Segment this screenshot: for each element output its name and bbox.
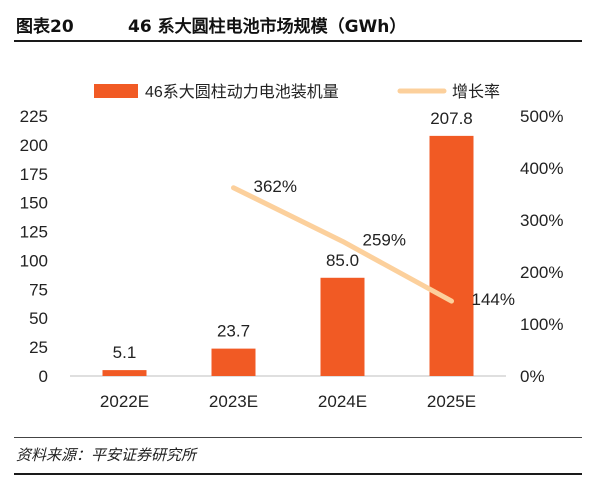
bar-data-label: 85.0: [326, 251, 359, 270]
left-axis-tick-label: 100: [20, 251, 48, 270]
combo-chart: 0 25 50 75 100 125 150 175 200 225 0% 100% 200% 300% 4…: [20, 83, 564, 411]
footer-divider: [14, 437, 582, 438]
footer-bottom-rule: [14, 473, 582, 475]
figure-header: 图表20 46 系大圆柱电池市场规模（GWh）: [14, 4, 582, 42]
bar: [429, 135, 474, 376]
x-axis-tick-label: 2025E: [427, 392, 476, 411]
growth-rate-data-label: 362%: [254, 177, 297, 196]
figure-label: 图表20: [16, 17, 74, 37]
bar-data-label: 207.8: [430, 109, 473, 128]
left-axis-tick-label: 225: [20, 107, 48, 126]
bar: [102, 370, 147, 376]
left-axis-tick-label: 175: [20, 165, 48, 184]
right-axis-tick-label: 100%: [520, 315, 563, 334]
figure-title: 46 系大圆柱电池市场规模（GWh）: [128, 17, 407, 37]
x-axis-tick-label: 2022E: [100, 392, 149, 411]
growth-rate-data-label: 259%: [363, 230, 406, 249]
left-axis-tick-label: 150: [20, 194, 48, 213]
legend-bar-label: 46系大圆柱动力电池装机量: [145, 83, 339, 101]
bar-data-label: 23.7: [217, 322, 250, 341]
left-axis-tick-label: 50: [29, 309, 48, 328]
source-note: 资料来源：平安证券研究所: [16, 446, 197, 464]
growth-rate-data-label: 144%: [472, 290, 515, 309]
growth-rate-line: [231, 185, 454, 304]
left-axis-tick-label: 125: [20, 223, 48, 242]
left-axis-tick-label: 200: [20, 136, 48, 155]
right-axis-tick-label: 0%: [520, 367, 545, 386]
legend-bar-swatch: [94, 84, 138, 98]
bar: [320, 277, 365, 376]
x-axis-tick-label: 2024E: [318, 392, 367, 411]
left-axis-tick-label: 0: [39, 367, 48, 386]
right-axis-tick-label: 400%: [520, 159, 563, 178]
right-axis-tick-label: 300%: [520, 211, 563, 230]
right-axis-tick-label: 200%: [520, 263, 563, 282]
legend-line-label: 增长率: [452, 83, 500, 101]
right-axis-tick-label: 500%: [520, 107, 563, 126]
x-axis-tick-label: 2023E: [209, 392, 258, 411]
bar-data-label: 5.1: [113, 343, 137, 362]
left-axis-tick-label: 25: [29, 338, 48, 357]
bar: [211, 348, 256, 376]
left-axis-tick-label: 75: [29, 280, 48, 299]
